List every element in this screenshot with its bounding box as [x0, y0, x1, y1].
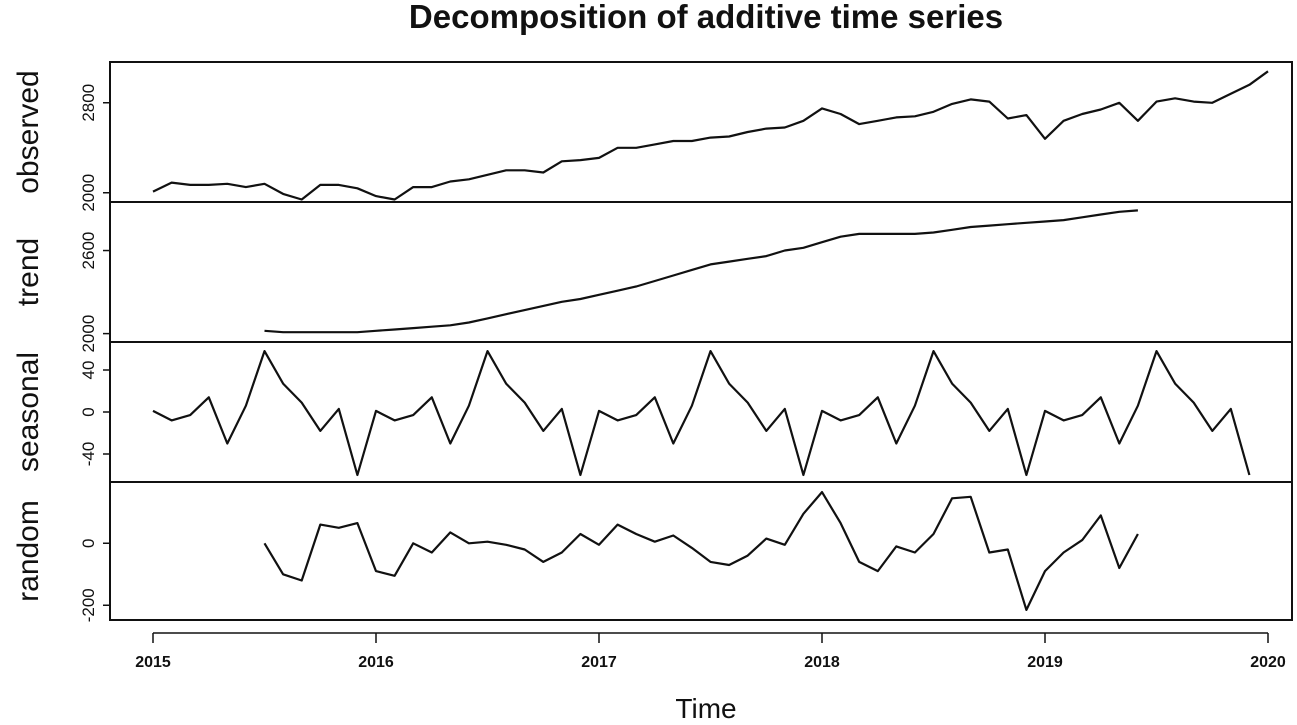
series-line-trend: [264, 209, 1138, 334]
chart-title: Decomposition of additive time series: [409, 0, 1003, 35]
ytick-label-random: 0: [79, 539, 98, 548]
series-line-seasonal: [152, 350, 1251, 477]
panel-label-trend: trend: [12, 238, 45, 306]
ytick-label-random: -200: [79, 588, 98, 622]
ytick-label-trend: 2000: [79, 315, 98, 353]
panel-observed-frame: [109, 61, 1293, 203]
panel-label-seasonal: seasonal: [12, 352, 45, 472]
panel-trend-frame: [109, 201, 1293, 343]
xtick-label: 2016: [358, 654, 394, 671]
panel-seasonal: -40 0 40 seasonal: [12, 341, 1293, 483]
ytick-label-trend: 2600: [79, 232, 98, 270]
panel-seasonal-frame: [109, 341, 1293, 483]
ytick-label-seasonal: 40: [79, 361, 98, 380]
panel-observed: 2000 2800 observed: [12, 61, 1293, 212]
series-line-observed: [152, 70, 1269, 201]
panel-trend: 2000 2600 trend: [12, 201, 1293, 353]
x-axis: 2015 2016 2017 2018 2019 2020: [135, 632, 1286, 671]
ytick-label-seasonal: 0: [79, 407, 98, 416]
panels-group: 2000 2800 observed 2000 2600 trend -40 0 40 seaso…: [12, 61, 1293, 622]
x-axis-label: Time: [675, 693, 736, 724]
ytick-label-observed: 2800: [79, 84, 98, 122]
xtick-label: 2018: [804, 654, 840, 671]
xtick-label: 2019: [1027, 654, 1063, 671]
ytick-label-seasonal: -40: [79, 442, 98, 467]
panel-label-observed: observed: [12, 70, 45, 193]
panel-label-random: random: [12, 500, 45, 602]
ytick-label-observed: 2000: [79, 174, 98, 212]
xtick-label: 2017: [581, 654, 617, 671]
xtick-label: 2020: [1250, 654, 1286, 671]
series-line-random: [263, 491, 1139, 612]
xtick-label: 2015: [135, 654, 171, 671]
panel-random-frame: [109, 481, 1293, 621]
panel-random: -200 0 random: [12, 481, 1293, 622]
